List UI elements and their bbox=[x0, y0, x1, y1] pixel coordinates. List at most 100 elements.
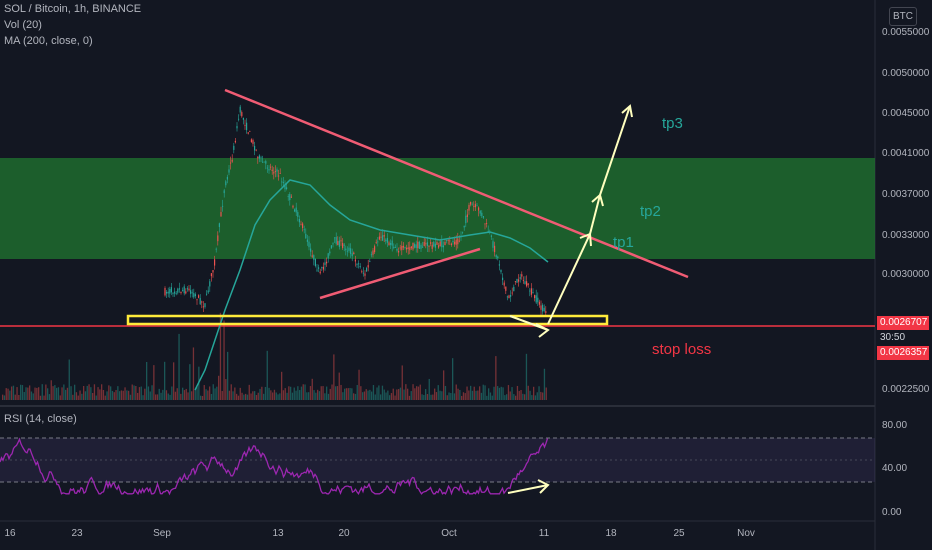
volume-bar bbox=[263, 393, 265, 400]
tp2-label[interactable]: tp2 bbox=[640, 203, 661, 220]
candle-body bbox=[377, 241, 379, 243]
candle-body bbox=[289, 193, 291, 201]
candle-body bbox=[198, 295, 200, 298]
volume-bar bbox=[115, 390, 117, 400]
candle-body bbox=[234, 140, 236, 143]
candle-body bbox=[449, 240, 451, 242]
volume-bar bbox=[324, 393, 326, 400]
volume-bar bbox=[205, 389, 207, 400]
volume-bar bbox=[194, 389, 196, 400]
volume-bar bbox=[223, 320, 225, 400]
tp1-label[interactable]: tp1 bbox=[613, 234, 634, 251]
candle-body bbox=[279, 173, 281, 174]
symbol-legend[interactable]: SOL / Bitcoin, 1h, BINANCE bbox=[4, 3, 142, 15]
candle-body bbox=[263, 161, 265, 163]
candle-body bbox=[175, 293, 177, 295]
candle-body bbox=[415, 244, 417, 249]
volume-bar bbox=[176, 388, 178, 400]
volume-bar bbox=[342, 392, 344, 400]
rsi-legend[interactable]: RSI (14, close) bbox=[4, 413, 77, 425]
candle-body bbox=[191, 292, 193, 294]
volume-bar bbox=[59, 395, 61, 400]
tp3-label[interactable]: tp3 bbox=[662, 115, 683, 132]
candle-body bbox=[209, 281, 211, 287]
volume-bar bbox=[2, 394, 4, 400]
volume-bar bbox=[250, 393, 252, 400]
volume-bar bbox=[374, 394, 376, 400]
volume-bar bbox=[506, 394, 508, 400]
volume-legend[interactable]: Vol (20) bbox=[4, 19, 42, 31]
rsi-divergence-arrow[interactable] bbox=[507, 479, 550, 494]
candle-body bbox=[454, 241, 456, 245]
candle-body bbox=[177, 288, 179, 293]
candle-body bbox=[257, 156, 259, 159]
support-zone[interactable] bbox=[126, 314, 609, 326]
candle-body bbox=[402, 245, 404, 248]
volume-bar bbox=[41, 384, 43, 400]
volume-bar bbox=[72, 394, 74, 400]
candle-body bbox=[278, 175, 280, 177]
price-label: 0.0022500 bbox=[882, 384, 930, 395]
volume-bar bbox=[88, 384, 90, 400]
candle-body bbox=[530, 288, 532, 295]
candle-body bbox=[417, 241, 419, 249]
candle-body bbox=[254, 145, 256, 151]
volume-bar bbox=[488, 388, 490, 400]
candle-body bbox=[468, 204, 470, 211]
volume-bar bbox=[358, 369, 360, 400]
volume-bar bbox=[405, 384, 407, 400]
candle-body bbox=[495, 255, 497, 258]
volume-bar bbox=[131, 384, 133, 400]
volume-bar bbox=[74, 384, 76, 400]
candle-body bbox=[324, 262, 326, 265]
candle-body bbox=[466, 214, 468, 217]
candle-body bbox=[297, 212, 299, 218]
candle-body bbox=[318, 267, 320, 269]
candle-body bbox=[423, 241, 425, 246]
rsi-line[interactable] bbox=[0, 437, 549, 496]
volume-bar bbox=[543, 368, 546, 400]
volume-bar bbox=[23, 392, 25, 400]
candle-body bbox=[233, 145, 235, 150]
candle-body bbox=[241, 112, 243, 117]
ma-legend[interactable]: MA (200, close, 0) bbox=[4, 35, 93, 47]
arrow-to-tp3[interactable] bbox=[599, 105, 631, 196]
candle-body bbox=[238, 118, 240, 120]
candle-body bbox=[242, 117, 244, 120]
arrow-to-tp2[interactable] bbox=[589, 194, 601, 235]
volume-bar bbox=[135, 386, 137, 400]
volume-bar bbox=[383, 389, 385, 400]
volume-bar bbox=[95, 395, 97, 400]
descending-trendline[interactable] bbox=[224, 88, 689, 279]
volume-bar bbox=[122, 390, 124, 400]
candle-body bbox=[458, 240, 460, 242]
price-label: 0.0033000 bbox=[882, 230, 930, 241]
volume-bar bbox=[371, 391, 373, 400]
volume-bar bbox=[218, 375, 220, 400]
stop-loss-label[interactable]: stop loss bbox=[652, 341, 712, 358]
projection-arrows[interactable] bbox=[509, 104, 633, 338]
moving-average-line[interactable] bbox=[194, 179, 549, 391]
volume-bar bbox=[102, 390, 105, 400]
candle-body bbox=[274, 171, 276, 172]
volume-bar bbox=[219, 312, 222, 400]
volume-bar bbox=[498, 387, 501, 400]
rsi-arrow-line bbox=[507, 484, 549, 494]
candle-body bbox=[244, 125, 246, 126]
candle-body bbox=[474, 204, 476, 208]
volume-bar bbox=[504, 395, 506, 400]
arrow-to-tp1[interactable] bbox=[547, 233, 591, 325]
volume-bar bbox=[241, 392, 243, 400]
candle-body bbox=[335, 237, 337, 244]
volume-bar bbox=[511, 387, 513, 400]
candle-body bbox=[492, 241, 494, 248]
currency-button[interactable]: BTC bbox=[889, 7, 917, 26]
volume-bar bbox=[522, 393, 524, 400]
volume-bar bbox=[174, 391, 177, 400]
volume-bar bbox=[201, 395, 204, 400]
volume-bar bbox=[309, 386, 312, 400]
ascending-trendline[interactable] bbox=[319, 247, 481, 300]
candle-body bbox=[426, 242, 428, 247]
volume-bar bbox=[236, 393, 238, 400]
